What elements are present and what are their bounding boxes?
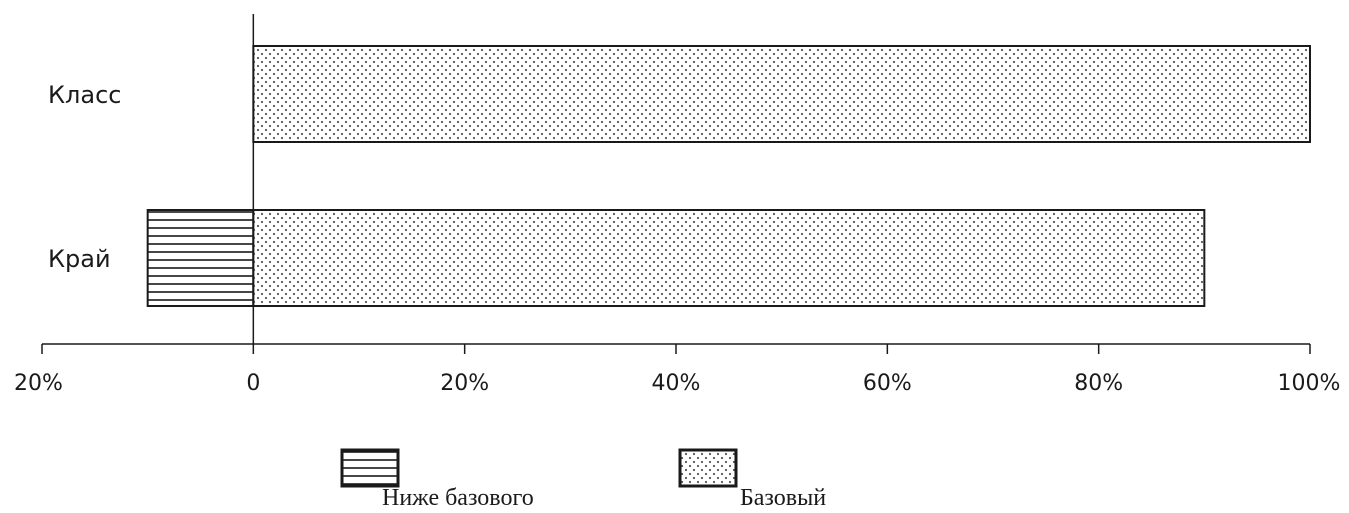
category-label: Класс (48, 81, 121, 109)
x-tick-label: 60% (863, 371, 912, 396)
x-tick-label: 20% (440, 371, 489, 396)
legend-label: Ниже базового (382, 485, 534, 511)
legend-label: Базовый (740, 485, 826, 511)
legend: Ниже базового Базовый (340, 448, 826, 511)
bar-basic-1 (252, 209, 1206, 307)
x-tick-label: 40% (652, 371, 701, 396)
category-label: Край (48, 245, 111, 273)
x-tick-label: 100% (1278, 371, 1341, 396)
x-tick-label: 20% (14, 371, 63, 396)
x-axis-ticks: 20% 0 20% 40% 60% 80% 100% (14, 344, 1340, 396)
bars-layer (146, 45, 1311, 307)
category-labels: Класс Край (48, 81, 121, 273)
bar-below-basic-1 (146, 209, 255, 307)
x-tick-label: 0 (246, 371, 260, 396)
bar-basic-0 (252, 45, 1311, 143)
legend-swatch (678, 448, 738, 488)
x-tick-label: 80% (1074, 371, 1123, 396)
legend-swatch (340, 448, 400, 488)
